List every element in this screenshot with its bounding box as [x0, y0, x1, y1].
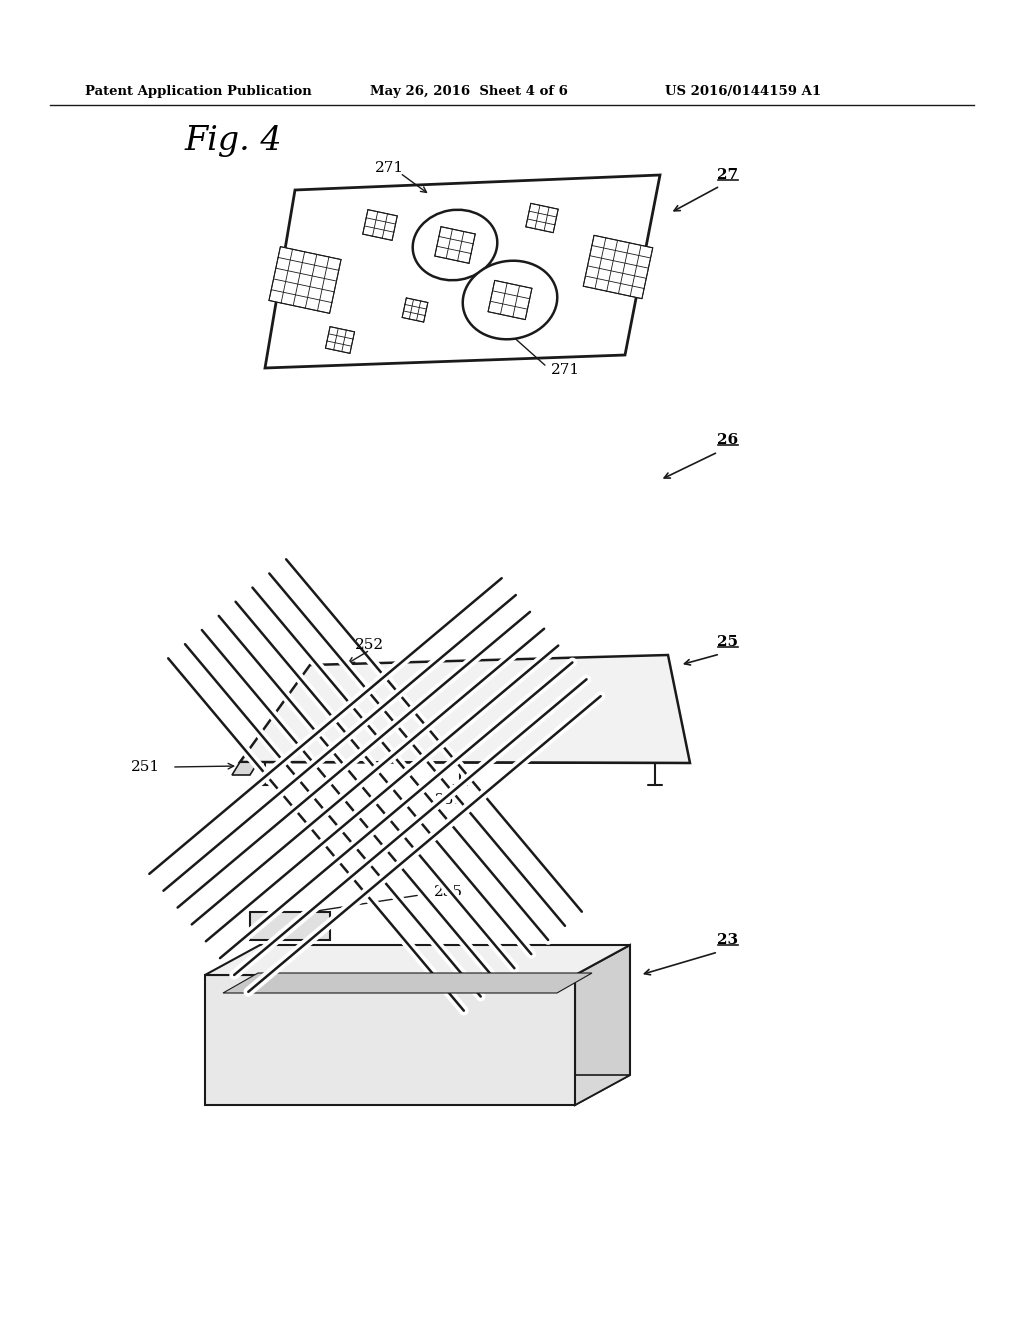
Polygon shape — [232, 762, 258, 775]
Text: 251: 251 — [130, 760, 160, 774]
Polygon shape — [584, 235, 652, 298]
Polygon shape — [250, 912, 330, 940]
Text: US 2016/0144159 A1: US 2016/0144159 A1 — [665, 84, 821, 98]
Polygon shape — [326, 326, 354, 354]
Text: May 26, 2016  Sheet 4 of 6: May 26, 2016 Sheet 4 of 6 — [370, 84, 568, 98]
Ellipse shape — [413, 210, 498, 280]
Polygon shape — [402, 298, 428, 322]
Text: 271: 271 — [376, 161, 404, 176]
Text: Fig. 4: Fig. 4 — [185, 125, 283, 157]
Text: 23: 23 — [718, 933, 738, 946]
Text: 25: 25 — [718, 635, 738, 649]
Text: 251: 251 — [435, 793, 465, 807]
Polygon shape — [269, 247, 341, 313]
Polygon shape — [575, 945, 630, 1105]
Polygon shape — [362, 210, 397, 240]
Ellipse shape — [463, 261, 557, 339]
Text: 235: 235 — [433, 884, 463, 899]
Polygon shape — [435, 227, 475, 263]
Text: 26: 26 — [718, 433, 738, 447]
Text: 271: 271 — [551, 363, 580, 378]
Polygon shape — [240, 655, 690, 763]
Polygon shape — [525, 203, 558, 232]
Text: Patent Application Publication: Patent Application Publication — [85, 84, 311, 98]
Polygon shape — [205, 945, 630, 975]
Polygon shape — [205, 975, 575, 1105]
Polygon shape — [265, 176, 660, 368]
Text: 252: 252 — [355, 638, 385, 652]
Polygon shape — [488, 280, 531, 319]
Text: 27: 27 — [718, 168, 738, 182]
Polygon shape — [205, 1074, 630, 1105]
Polygon shape — [223, 973, 592, 993]
